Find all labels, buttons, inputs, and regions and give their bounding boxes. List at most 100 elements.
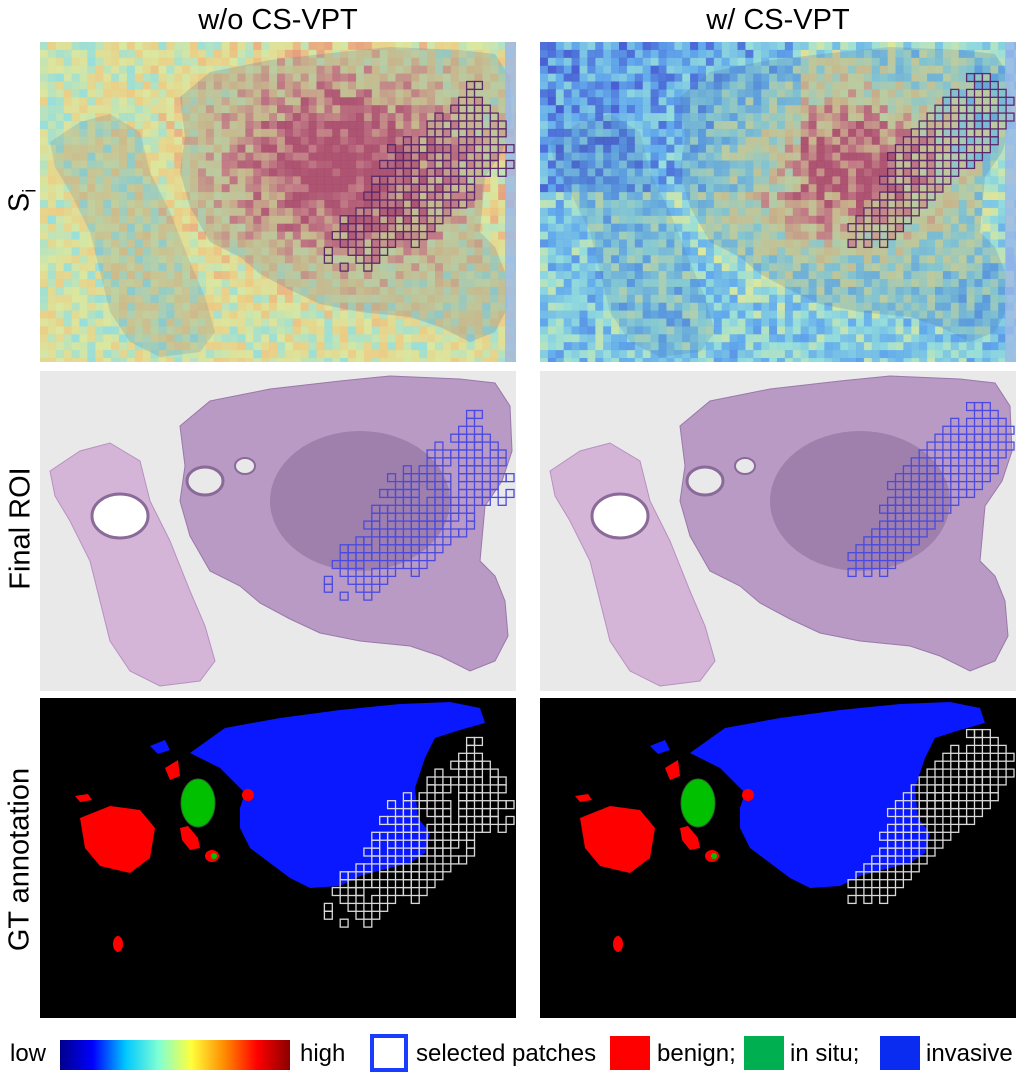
si-with-patch-126: [847, 238, 857, 249]
roi-without-patch-133: [379, 544, 389, 554]
roi-with-patch-14: [934, 433, 944, 443]
roi-with-patch-113: [894, 536, 905, 546]
gt-with-patch-54: [989, 792, 999, 802]
gt-without-patch-69: [489, 815, 499, 826]
roi-without-patch-128: [426, 536, 436, 546]
si-without-patch-151: [379, 230, 389, 241]
gt-with-patch-113: [894, 863, 905, 873]
gt-with-patch-20: [997, 760, 1007, 770]
gt-annotation-without: [75, 702, 515, 952]
gt-with-patch-47: [918, 792, 928, 802]
gt-without-patch-79: [473, 823, 484, 833]
si-with-patch-98: [918, 183, 928, 193]
gt-without-patch-55: [473, 807, 484, 818]
gt-without-patch-126: [402, 863, 412, 873]
gt-without-patch-3: [458, 752, 468, 762]
roi-with-patch-77: [926, 488, 936, 499]
legend-low-label: low: [10, 1040, 47, 1067]
roi-tissue-with: [549, 375, 1015, 687]
gt-without-patch-7: [465, 760, 476, 770]
gt-with-patch-128: [879, 894, 889, 905]
gt-without-patch-109: [434, 847, 444, 857]
si-without-patch-118: [434, 199, 444, 209]
gt-without-patch-11: [458, 768, 468, 778]
gt-without-patch-51: [426, 807, 436, 818]
si-with-patch-9: [942, 96, 952, 106]
si-without-patch-47: [505, 144, 515, 154]
si-without-patch-163: [379, 246, 389, 256]
roi-with-patch-104: [926, 520, 936, 530]
si-without-patch-143: [371, 223, 381, 233]
roi-without-patch-155: [339, 567, 349, 578]
si-with-patch-28: [1005, 112, 1015, 122]
gt-without-patch-156: [355, 894, 365, 905]
gt-without-patch-94: [394, 839, 405, 849]
gt-with-patch-68: [926, 807, 936, 818]
si-with-patch-22: [942, 112, 952, 122]
gt-with-patch-8: [997, 744, 1007, 754]
roi-with-patch-54: [989, 465, 999, 475]
gt-with-patch-118: [902, 871, 912, 881]
roi-without-patch-70: [505, 488, 515, 499]
si-with-patch-103: [910, 191, 920, 201]
roi-with-patch-2: [981, 401, 991, 412]
si-without-patch-161: [347, 246, 357, 256]
gt-without-patch-12: [465, 768, 476, 778]
gt-without-patch-155: [339, 894, 349, 905]
roi-without-patch-157: [371, 567, 381, 578]
gt-without-patch-18: [458, 776, 468, 786]
gt-without-patch-77: [450, 823, 460, 833]
roi-without-patch-100: [450, 512, 460, 522]
gt-with-patch-123: [855, 886, 865, 897]
gt-with-patch-97: [902, 839, 912, 849]
gt-without-patch-120: [458, 855, 468, 865]
roi-with-patch-4: [989, 409, 999, 420]
roi-with-patch-125: [886, 559, 897, 570]
si-with-patch-29: [918, 120, 928, 130]
gt-panel-without: [40, 698, 516, 1018]
gt-with-patch-36: [997, 776, 1007, 786]
si-with-patch-37: [910, 128, 920, 138]
legend: low high selected patches benign; in sit…: [0, 1028, 1026, 1078]
si-without-patch-157: [371, 238, 381, 249]
si-with-patch-21: [926, 112, 936, 122]
gt-with-patch-60: [942, 800, 952, 810]
gt-with-patch-10: [958, 752, 968, 762]
roi-without-patch-29: [497, 457, 507, 467]
gt-with-patch-3: [973, 736, 984, 747]
roi-without-patch-147: [426, 552, 436, 562]
gt-with-patch-39: [934, 784, 944, 794]
gt-without-patch-26: [465, 784, 476, 794]
si-without-patch-156: [355, 238, 365, 249]
gt-with-patch-121: [879, 879, 889, 889]
si-without-patch-133: [379, 215, 389, 225]
gt-without-patch-138: [434, 871, 444, 881]
roi-with-patch-3: [973, 409, 984, 420]
gt-with-patch-6: [965, 744, 976, 754]
gt-without-patch-143: [371, 879, 381, 889]
roi-without-patch-110: [442, 520, 452, 530]
roi-with-patch-22: [942, 441, 952, 451]
roi-without-patch-163: [379, 575, 389, 585]
si-without-patch-69: [489, 159, 499, 170]
roi-without-patch-69: [489, 488, 499, 499]
gt-with-patch-72: [973, 807, 984, 818]
gt-without-patch-37: [386, 800, 397, 810]
si-without-patch-35: [473, 136, 484, 146]
roi-with-patch-123: [855, 559, 865, 570]
si-heatmap-without: [40, 42, 516, 362]
gt-with-patch-4: [989, 736, 999, 747]
si-without-patch-44: [465, 144, 476, 154]
si-without-patch-29: [497, 128, 507, 138]
gt-with-patch-93: [926, 831, 936, 841]
gt-without-patch-97: [426, 839, 436, 849]
gt-without-patch-101: [465, 839, 476, 849]
gt-without-patch-45: [481, 800, 491, 810]
gt-without-patch-6: [458, 760, 468, 770]
roi-without-patch-24: [442, 457, 452, 467]
roi-with-patch-36: [997, 449, 1007, 459]
roi-with-patch-117: [886, 544, 897, 554]
roi-without-patch-81: [497, 496, 507, 506]
gt-without-patch-88: [434, 831, 444, 841]
roi-panel-with: [540, 371, 1016, 691]
